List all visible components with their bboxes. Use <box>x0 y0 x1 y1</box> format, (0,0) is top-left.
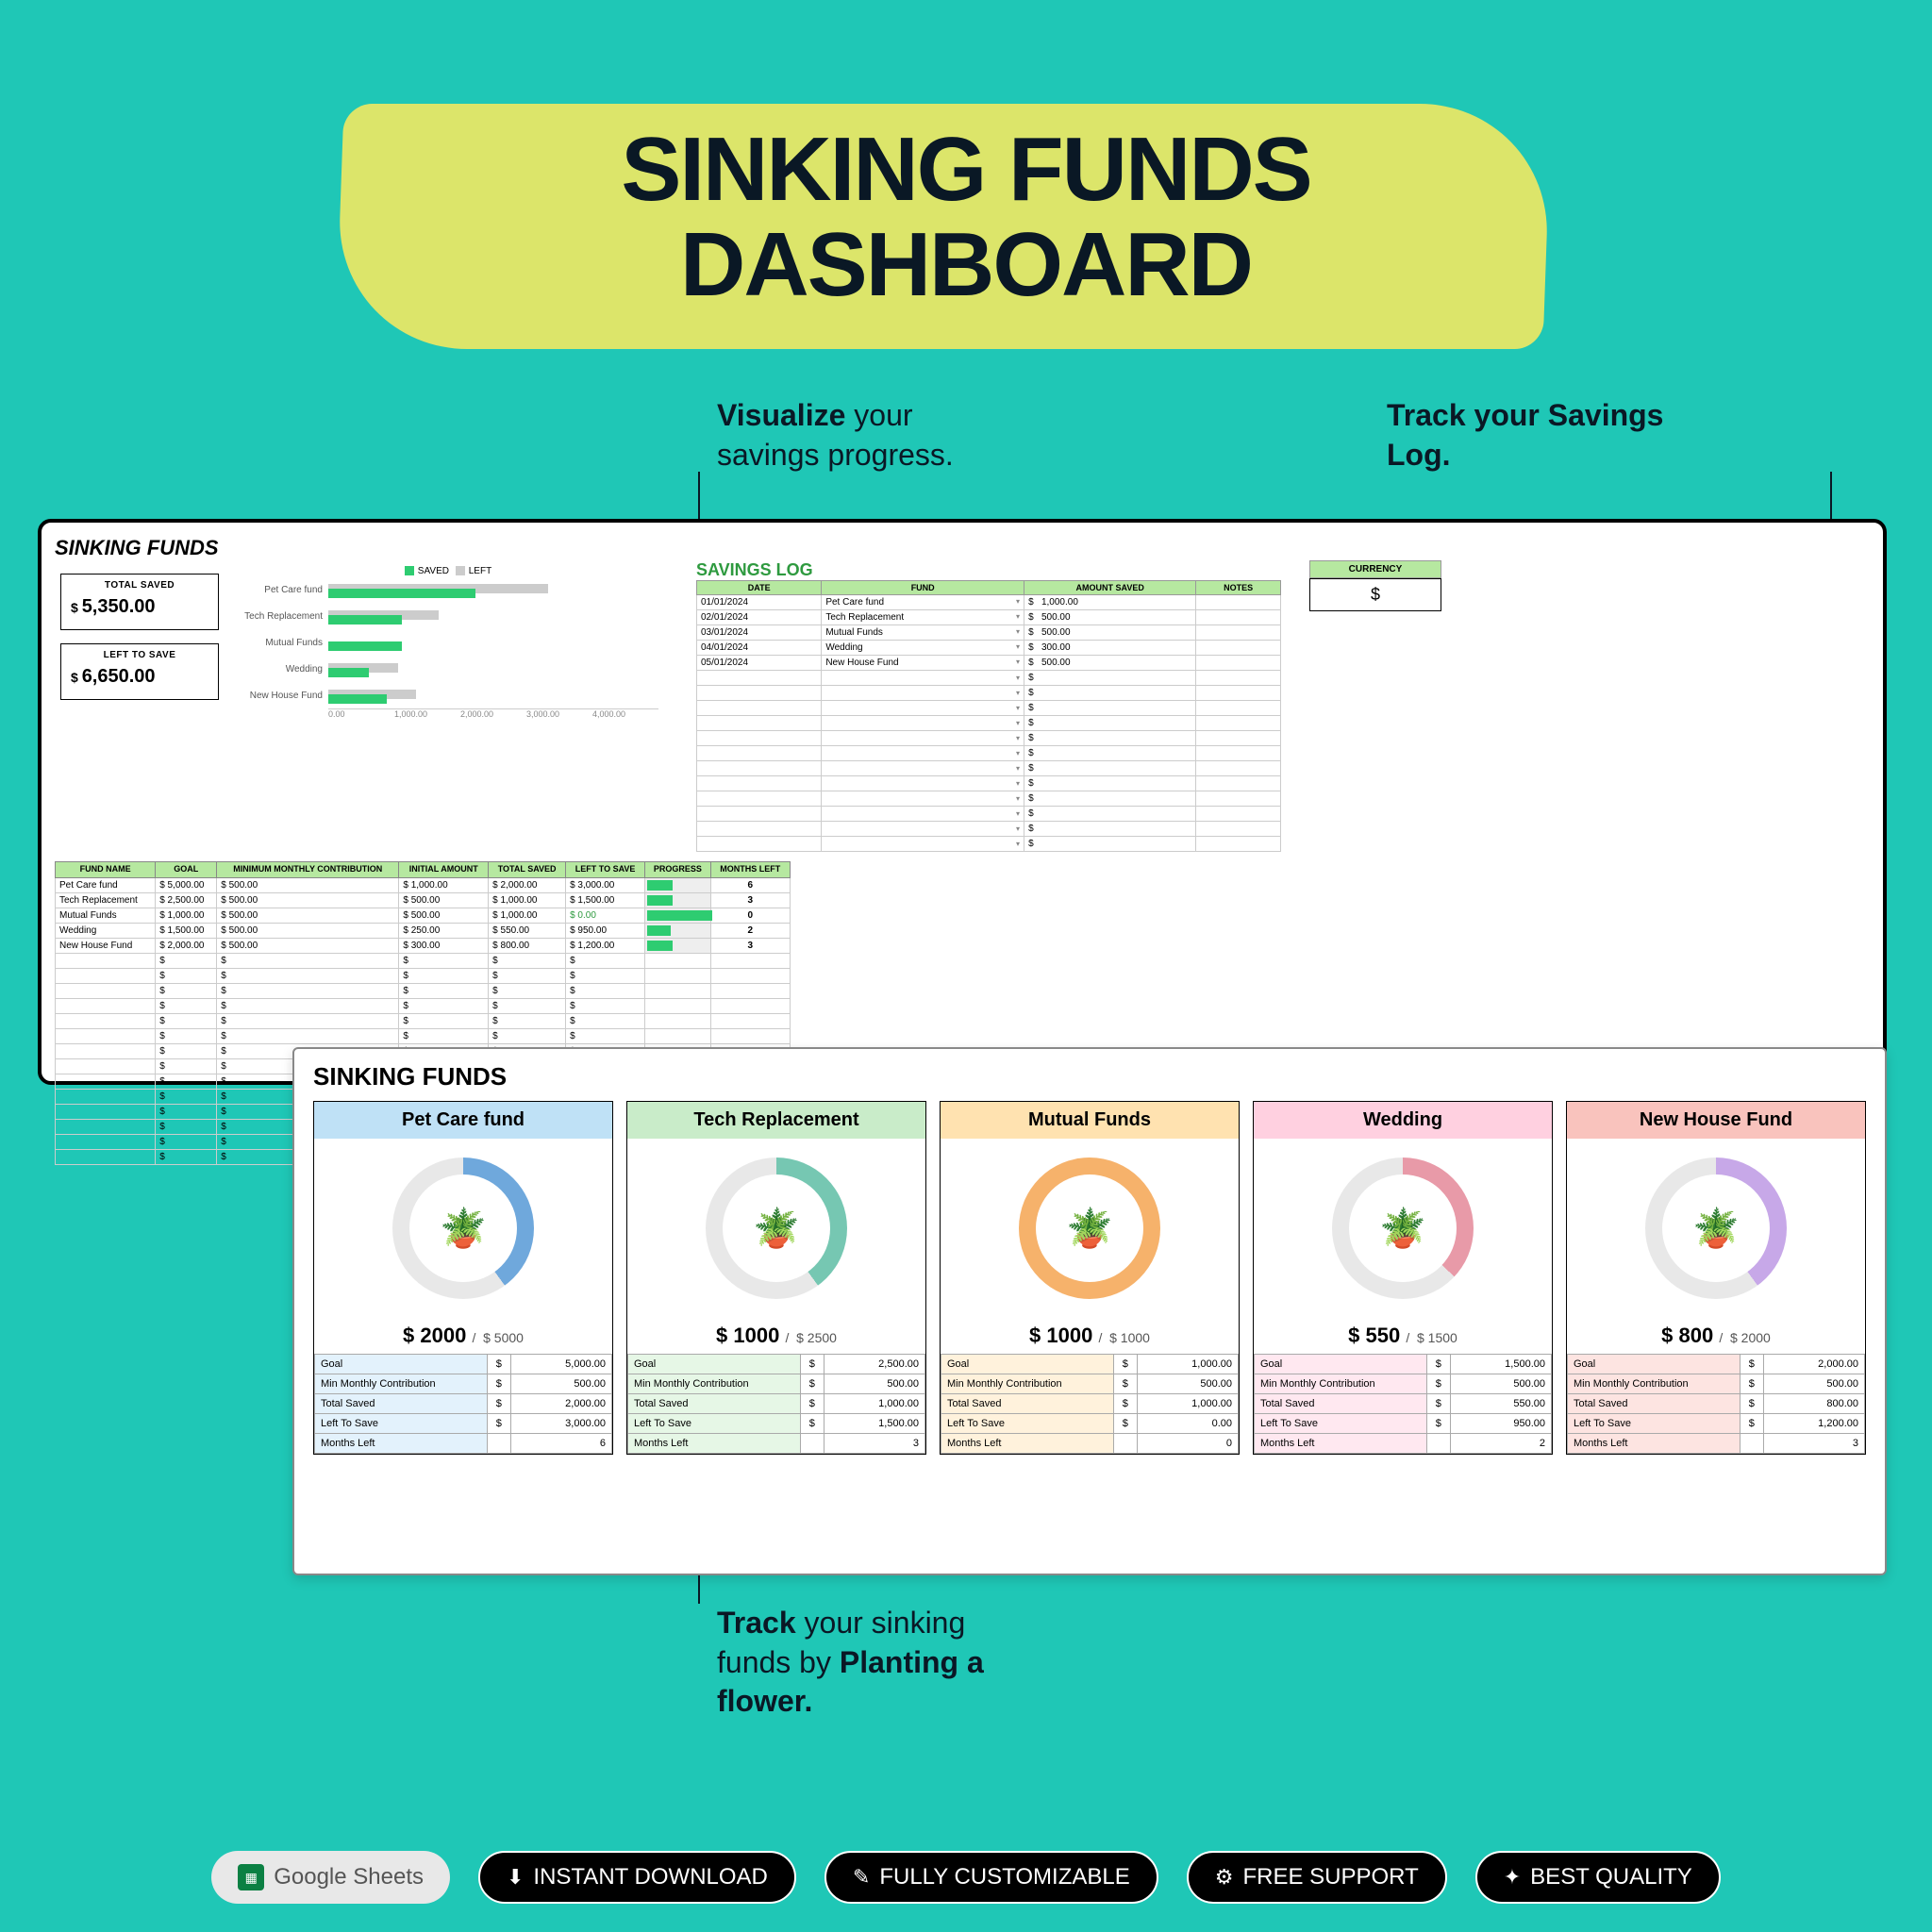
progress-donut: 🪴 <box>941 1139 1239 1318</box>
badge-best-quality: ✦ BEST QUALITY <box>1475 1851 1721 1904</box>
fund-card: New House Fund 🪴 $ 800 / $ 2000Goal$2,000.… <box>1566 1101 1866 1455</box>
edit-icon: ✎ <box>853 1865 870 1890</box>
progress-donut: 🪴 <box>1567 1139 1865 1318</box>
support-icon: ⚙ <box>1215 1865 1234 1890</box>
callout-visualize: Visualize yoursavings progress. <box>717 396 954 475</box>
kpi-total-saved: TOTAL SAVED 5,350.00 <box>60 574 219 630</box>
plant-icon: 🪴 <box>1066 1207 1113 1251</box>
chart-axis: 0.001,000.002,000.003,000.004,000.00 <box>328 708 658 719</box>
footer-badges: ▦ Google Sheets ⬇ INSTANT DOWNLOAD ✎ FUL… <box>0 1851 1932 1904</box>
savings-log: SAVINGS LOG DATEFUNDAMOUNT SAVEDNOTES01/… <box>696 560 1281 852</box>
card-amount: $ 2000 / $ 5000 <box>314 1318 612 1354</box>
plant-icon: 🪴 <box>753 1207 800 1251</box>
card-details-table: Goal$1,500.00Min Monthly Contribution$50… <box>1254 1354 1552 1454</box>
kpi-label: LEFT TO SAVE <box>71 650 208 660</box>
badge-label: Google Sheets <box>274 1864 424 1890</box>
savings-log-table[interactable]: DATEFUNDAMOUNT SAVEDNOTES01/01/2024Pet C… <box>696 580 1281 852</box>
cards-panel: SINKING FUNDS Pet Care fund 🪴 $ 2000 / $ 5… <box>292 1047 1887 1575</box>
dashboard-title: SINKING FUNDS <box>55 536 1870 560</box>
chart-bar-row: Mutual Funds <box>234 629 658 656</box>
callout-plant-flower: Track your sinkingfunds by Planting aflo… <box>717 1604 984 1722</box>
progress-donut: 🪴 <box>314 1139 612 1318</box>
chart-bar-row: New House Fund <box>234 682 658 708</box>
badge-label: BEST QUALITY <box>1530 1864 1692 1890</box>
chart-bar-row: Tech Replacement <box>234 603 658 629</box>
fund-card: Mutual Funds 🪴 $ 1000 / $ 1000Goal$1,000.0… <box>940 1101 1240 1455</box>
card-amount: $ 1000 / $ 1000 <box>941 1318 1239 1354</box>
card-header: New House Fund <box>1567 1102 1865 1139</box>
cards-title: SINKING FUNDS <box>313 1062 1866 1091</box>
card-details-table: Goal$2,000.00Min Monthly Contribution$50… <box>1567 1354 1865 1454</box>
chart-bar-row: Wedding <box>234 656 658 682</box>
callout-track-log: Track your SavingsLog. <box>1387 396 1663 475</box>
kpi-value: 5,350.00 <box>71 591 208 624</box>
cards-container: Pet Care fund 🪴 $ 2000 / $ 5000Goal$5,000.… <box>313 1101 1866 1455</box>
dashboard-panel: SINKING FUNDS TOTAL SAVED 5,350.00 LEFT … <box>38 519 1887 1085</box>
fund-card: Tech Replacement 🪴 $ 1000 / $ 2500Goal$2,5… <box>626 1101 926 1455</box>
badge-customizable: ✎ FULLY CUSTOMIZABLE <box>824 1851 1158 1904</box>
kpi-column: TOTAL SAVED 5,350.00 LEFT TO SAVE 6,650.… <box>55 560 225 852</box>
quality-icon: ✦ <box>1504 1865 1521 1890</box>
page-title: SINKING FUNDSDASHBOARD <box>0 123 1932 313</box>
plant-icon: 🪴 <box>440 1207 487 1251</box>
badge-label: INSTANT DOWNLOAD <box>533 1864 767 1890</box>
card-details-table: Goal$5,000.00Min Monthly Contribution$50… <box>314 1354 612 1454</box>
kpi-left-to-save: LEFT TO SAVE 6,650.00 <box>60 643 219 700</box>
kpi-value: 6,650.00 <box>71 660 208 693</box>
card-details-table: Goal$2,500.00Min Monthly Contribution$50… <box>627 1354 925 1454</box>
card-amount: $ 800 / $ 2000 <box>1567 1318 1865 1354</box>
badge-instant-download: ⬇ INSTANT DOWNLOAD <box>478 1851 796 1904</box>
badge-label: FREE SUPPORT <box>1242 1864 1418 1890</box>
badge-label: FULLY CUSTOMIZABLE <box>879 1864 1129 1890</box>
google-sheets-icon: ▦ <box>238 1864 264 1890</box>
card-details-table: Goal$1,000.00Min Monthly Contribution$50… <box>941 1354 1239 1454</box>
progress-donut: 🪴 <box>1254 1139 1552 1318</box>
card-header: Pet Care fund <box>314 1102 612 1139</box>
savings-log-title: SAVINGS LOG <box>696 560 1281 580</box>
fund-card: Pet Care fund 🪴 $ 2000 / $ 5000Goal$5,000.… <box>313 1101 613 1455</box>
progress-donut: 🪴 <box>627 1139 925 1318</box>
chart-legend: SAVED LEFT <box>234 566 658 576</box>
card-amount: $ 550 / $ 1500 <box>1254 1318 1552 1354</box>
plant-icon: 🪴 <box>1379 1207 1426 1251</box>
chart-bar-row: Pet Care fund <box>234 576 658 603</box>
kpi-label: TOTAL SAVED <box>71 580 208 591</box>
card-header: Wedding <box>1254 1102 1552 1139</box>
fund-card: Wedding 🪴 $ 550 / $ 1500Goal$1,500.00Min M… <box>1253 1101 1553 1455</box>
savings-bar-chart: SAVED LEFT Pet Care fundTech Replacement… <box>234 560 658 852</box>
badge-google-sheets: ▦ Google Sheets <box>211 1851 450 1904</box>
card-header: Tech Replacement <box>627 1102 925 1139</box>
plant-icon: 🪴 <box>1692 1207 1740 1251</box>
download-icon: ⬇ <box>507 1865 524 1890</box>
card-amount: $ 1000 / $ 2500 <box>627 1318 925 1354</box>
currency-selector[interactable]: CURRENCY $ <box>1309 560 1441 852</box>
badge-free-support: ⚙ FREE SUPPORT <box>1187 1851 1447 1904</box>
card-header: Mutual Funds <box>941 1102 1239 1139</box>
currency-label: CURRENCY <box>1309 560 1441 578</box>
currency-value[interactable]: $ <box>1309 578 1441 611</box>
